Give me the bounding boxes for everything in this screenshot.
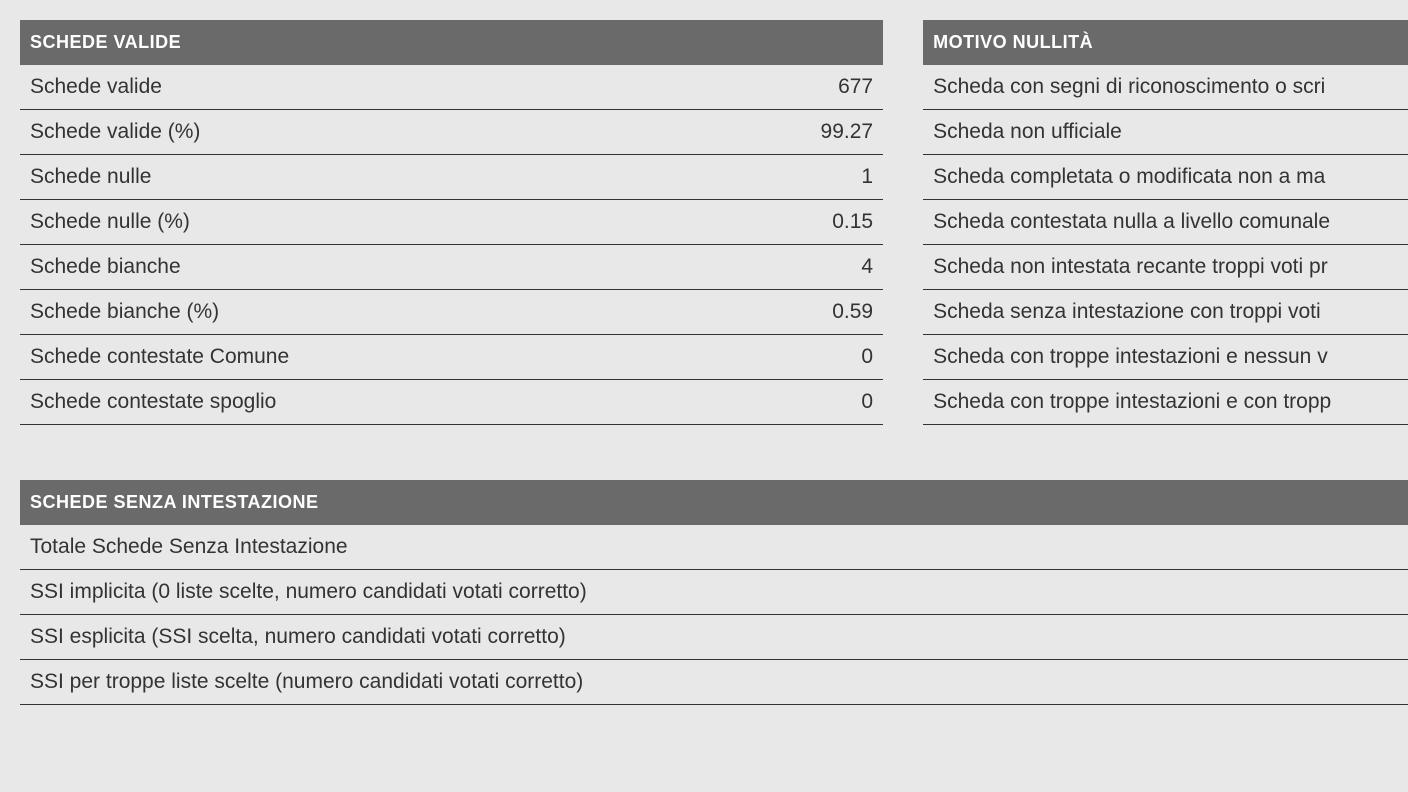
table-row: SSI implicita (0 liste scelte, numero ca… [20,570,1408,615]
row-value: 1 [705,155,883,200]
row-value: 677 [705,65,883,110]
top-row: SCHEDE VALIDE Schede valide 677 Schede v… [0,0,1408,425]
row-label: Scheda con segni di riconoscimento o scr… [923,65,1408,110]
row-label: Schede nulle [20,155,705,200]
table-row: Scheda non intestata recante troppi voti… [923,245,1408,290]
row-label: Scheda contestata nulla a livello comuna… [923,200,1408,245]
table-row: Scheda contestata nulla a livello comuna… [923,200,1408,245]
row-value: 99.27 [705,110,883,155]
table-row: SSI esplicita (SSI scelta, numero candid… [20,615,1408,660]
row-value: 0 [705,380,883,425]
row-label: Scheda senza intestazione con troppi vot… [923,290,1408,335]
row-label: Schede valide [20,65,705,110]
table-row: SSI per troppe liste scelte (numero cand… [20,660,1408,705]
table-row: Schede bianche (%) 0.59 [20,290,883,335]
row-label: Schede contestate Comune [20,335,705,380]
table-row: Scheda con segni di riconoscimento o scr… [923,65,1408,110]
row-label: Schede bianche [20,245,705,290]
table-row: Schede valide (%) 99.27 [20,110,883,155]
table-row: Schede nulle 1 [20,155,883,200]
table-row: Schede bianche 4 [20,245,883,290]
row-value: 4 [705,245,883,290]
table-row: Schede contestate Comune 0 [20,335,883,380]
row-label: Scheda completata o modificata non a ma [923,155,1408,200]
table-row: Scheda con troppe intestazioni e nessun … [923,335,1408,380]
motivo-nullita-table: MOTIVO NULLITÀ Scheda con segni di ricon… [923,20,1408,425]
schede-senza-intestazione-header: SCHEDE SENZA INTESTAZIONE [20,480,1408,525]
row-label: Schede valide (%) [20,110,705,155]
schede-valide-table: SCHEDE VALIDE Schede valide 677 Schede v… [20,20,883,425]
row-label: SSI implicita (0 liste scelte, numero ca… [20,570,1408,615]
table-row: Totale Schede Senza Intestazione [20,525,1408,570]
page-container: SCHEDE VALIDE Schede valide 677 Schede v… [0,0,1408,705]
table-row: Scheda non ufficiale [923,110,1408,155]
row-label: Scheda con troppe intestazioni e con tro… [923,380,1408,425]
table-row: Scheda senza intestazione con troppi vot… [923,290,1408,335]
row-label: Scheda non intestata recante troppi voti… [923,245,1408,290]
table-row: Scheda con troppe intestazioni e con tro… [923,380,1408,425]
schede-senza-intestazione-table: SCHEDE SENZA INTESTAZIONE Totale Schede … [20,480,1408,705]
row-value: 0.15 [705,200,883,245]
row-label: Scheda non ufficiale [923,110,1408,155]
table-row: Schede nulle (%) 0.15 [20,200,883,245]
row-value: 0.59 [705,290,883,335]
row-value: 0 [705,335,883,380]
row-label: Schede bianche (%) [20,290,705,335]
motivo-nullita-header: MOTIVO NULLITÀ [923,20,1408,65]
row-label: Totale Schede Senza Intestazione [20,525,1408,570]
row-label: SSI per troppe liste scelte (numero cand… [20,660,1408,705]
row-label: Scheda con troppe intestazioni e nessun … [923,335,1408,380]
row-label: Schede nulle (%) [20,200,705,245]
schede-valide-header: SCHEDE VALIDE [20,20,883,65]
table-row: Schede contestate spoglio 0 [20,380,883,425]
row-label: Schede contestate spoglio [20,380,705,425]
table-row: Schede valide 677 [20,65,883,110]
table-row: Scheda completata o modificata non a ma [923,155,1408,200]
row-label: SSI esplicita (SSI scelta, numero candid… [20,615,1408,660]
